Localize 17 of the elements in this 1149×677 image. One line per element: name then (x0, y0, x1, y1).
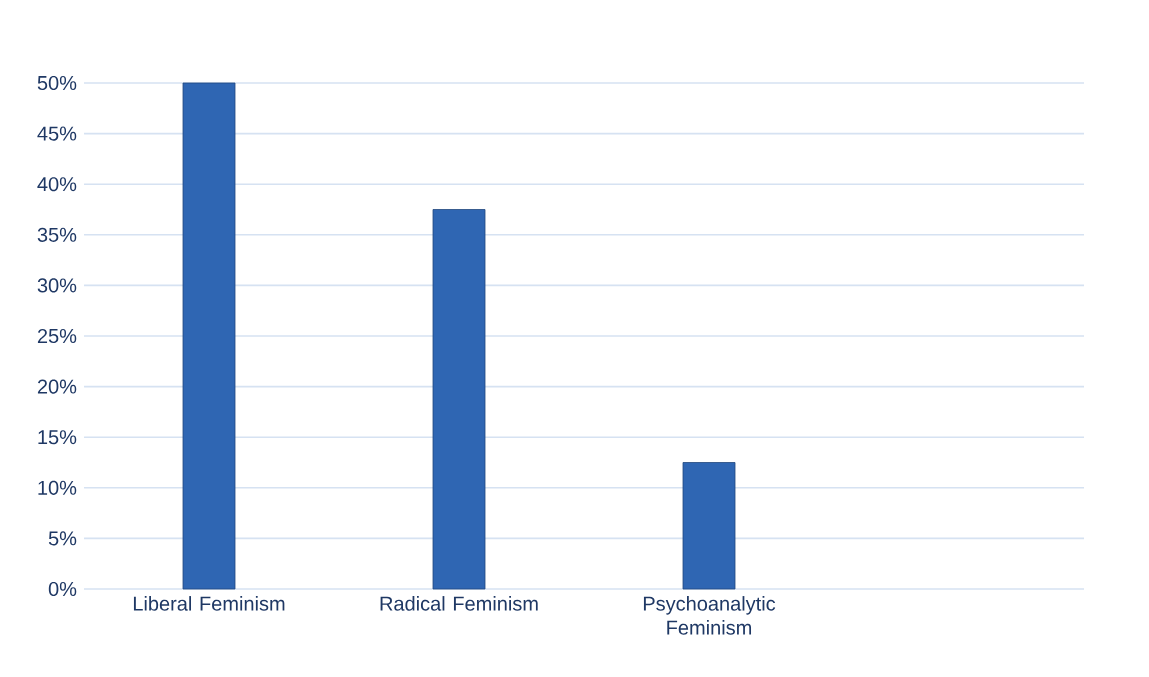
bar (182, 82, 236, 590)
y-tick-label: 45% (37, 126, 77, 141)
x-tick-label: Radical Feminism (380, 596, 538, 611)
y-tick-label: 15% (38, 430, 77, 445)
y-tick-label: 5% (48, 531, 77, 546)
x-tick-label: Liberal Feminism (133, 596, 285, 611)
y-tick-label: 35% (37, 227, 77, 242)
y-tick-label: 50% (37, 75, 77, 91)
bar (432, 209, 486, 590)
y-tick-label: 10% (38, 480, 77, 495)
y-tick-label: 25% (37, 328, 77, 344)
y-tick-label: 0% (48, 581, 77, 597)
y-tick-label: 30% (37, 278, 77, 293)
y-tick-label: 40% (37, 177, 77, 192)
x-tick-label: Psychoanalytic Feminism (643, 596, 776, 635)
bar (682, 462, 736, 590)
y-tick-label: 20% (37, 379, 77, 394)
